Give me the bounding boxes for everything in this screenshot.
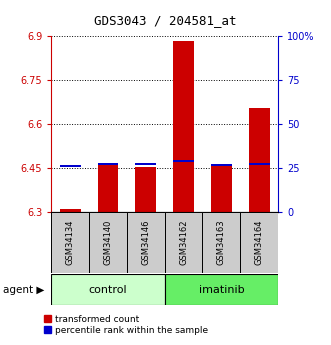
Text: control: control [89, 285, 127, 295]
Text: GSM34162: GSM34162 [179, 220, 188, 265]
Bar [211, 165, 232, 212]
Bar [173, 41, 194, 212]
Bar [127, 212, 165, 273]
Bar [249, 163, 269, 165]
Text: GSM34140: GSM34140 [104, 220, 113, 265]
Text: GSM34146: GSM34146 [141, 220, 150, 265]
Bar [211, 164, 232, 166]
Text: GSM34163: GSM34163 [217, 219, 226, 265]
Bar [60, 165, 80, 167]
Bar [51, 274, 165, 305]
Bar [60, 209, 80, 212]
Bar [135, 163, 156, 165]
Bar [203, 212, 240, 273]
Bar [89, 212, 127, 273]
Text: GSM34164: GSM34164 [255, 220, 264, 265]
Bar [173, 160, 194, 162]
Bar [98, 165, 118, 212]
Legend: transformed count, percentile rank within the sample: transformed count, percentile rank withi… [44, 315, 208, 335]
Text: GSM34134: GSM34134 [66, 220, 75, 265]
Bar [240, 212, 278, 273]
Bar [135, 167, 156, 212]
Bar [51, 212, 89, 273]
Bar [98, 163, 118, 165]
Bar [165, 212, 203, 273]
Text: agent ▶: agent ▶ [3, 285, 45, 295]
Text: GDS3043 / 204581_at: GDS3043 / 204581_at [94, 14, 237, 27]
Text: imatinib: imatinib [199, 285, 244, 295]
Bar [165, 274, 278, 305]
Bar [249, 108, 269, 212]
